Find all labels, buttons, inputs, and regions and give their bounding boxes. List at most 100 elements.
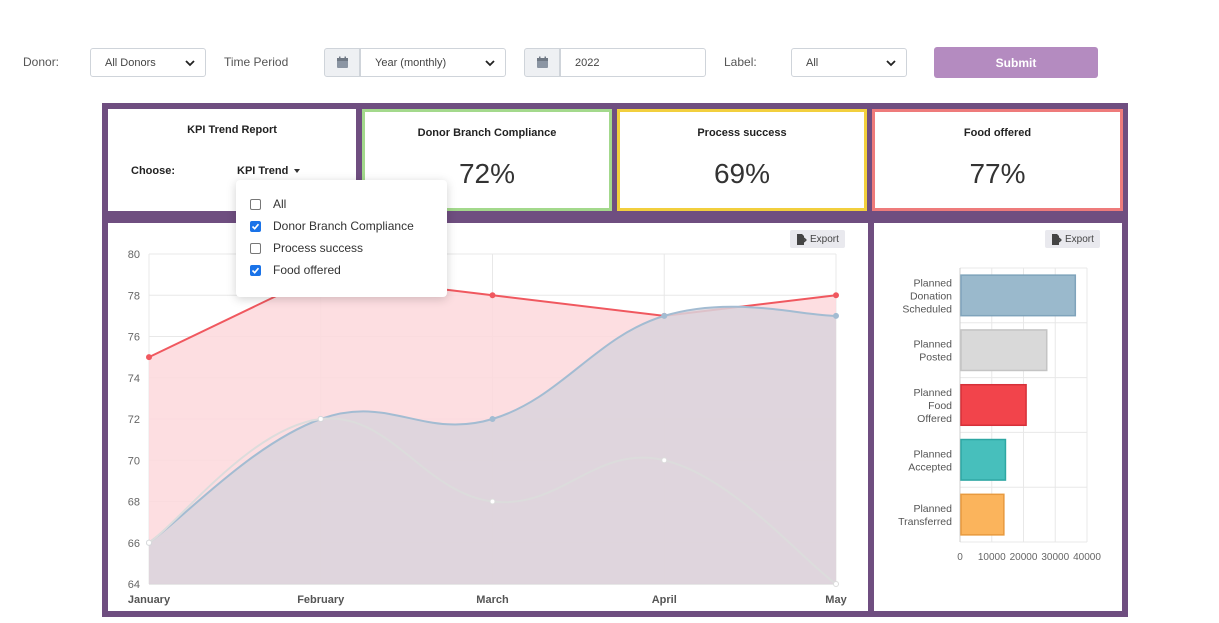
y-tick-label: 80	[128, 249, 140, 261]
export-icon	[797, 233, 807, 245]
kpi-trend-dropdown-toggle[interactable]: KPI Trend	[237, 165, 301, 177]
data-point	[661, 312, 668, 319]
kpi-trend-label: KPI Trend	[237, 165, 289, 177]
data-point	[489, 498, 496, 505]
category-label: Food	[928, 400, 952, 412]
dropdown-option-food-offered[interactable]: Food offered	[250, 262, 341, 278]
label-select[interactable]: All	[791, 48, 907, 77]
checkbox[interactable]	[250, 264, 261, 276]
data-point	[833, 581, 839, 587]
choose-label: Choose:	[131, 165, 175, 177]
donor-select-value: All Donors	[105, 56, 156, 69]
category-label: Planned	[913, 339, 952, 351]
checkbox[interactable]	[250, 220, 261, 232]
time-period-label: Time Period	[224, 55, 289, 69]
data-point	[146, 539, 152, 546]
category-label: Planned	[913, 448, 952, 460]
data-point	[833, 292, 839, 299]
x-tick-label: January	[128, 594, 171, 606]
kpi-trend-dropdown-menu: All Donor Branch Compliance Process succ…	[236, 180, 447, 297]
y-tick-label: 72	[128, 414, 140, 426]
chevron-down-icon	[185, 59, 195, 66]
export-label: Export	[1065, 233, 1094, 245]
data-point	[661, 457, 668, 464]
category-label: Accepted	[908, 461, 952, 473]
checkbox[interactable]	[250, 242, 261, 254]
category-label: Planned	[913, 503, 952, 515]
category-label: Transferred	[898, 516, 952, 528]
y-tick-label: 64	[128, 579, 140, 591]
y-tick-label: 66	[128, 538, 140, 550]
kpi-report-title: KPI Trend Report	[187, 124, 277, 136]
y-tick-label: 68	[128, 497, 140, 509]
dropdown-option-label: Food offered	[273, 263, 341, 277]
category-label: Scheduled	[902, 303, 952, 315]
data-point	[317, 416, 324, 422]
kpi-card-process-success: Process success 69%	[617, 109, 867, 211]
export-label: Export	[810, 233, 839, 245]
export-icon	[1052, 233, 1062, 245]
bar	[960, 329, 1048, 372]
calendar-icon[interactable]	[524, 48, 560, 77]
kpi-trend-chart-panel: Export 64 66 68 70 72 74 76 78 80 January February…	[108, 223, 868, 611]
x-tick-label: April	[652, 594, 677, 606]
donor-label: Donor:	[23, 55, 60, 69]
series-area	[149, 306, 836, 584]
dropdown-option-label: Donor Branch Compliance	[273, 219, 414, 233]
submit-button[interactable]: Submit	[934, 47, 1098, 78]
time-period-select[interactable]: Year (monthly)	[360, 48, 506, 77]
year-input[interactable]: 2022	[560, 48, 706, 77]
label-select-value: All	[806, 56, 819, 69]
kpi-card-food-offered: Food offered 77%	[872, 109, 1123, 211]
check-icon	[251, 267, 260, 274]
kpi-card-value: 69%	[713, 158, 771, 189]
x-tick-label: 40000	[1073, 552, 1101, 563]
check-icon	[251, 223, 260, 230]
x-tick-label: 20000	[1010, 552, 1038, 563]
dropdown-option-donor-branch-compliance[interactable]: Donor Branch Compliance	[250, 218, 414, 234]
data-point	[489, 416, 496, 422]
category-label: Donation	[910, 290, 952, 302]
kpi-card-value: 72%	[458, 158, 516, 189]
category-label: Posted	[919, 352, 952, 364]
kpi-card-title: Food offered	[963, 127, 1032, 139]
year-value: 2022	[575, 56, 600, 69]
category-label: Offered	[917, 413, 952, 425]
dropdown-option-all[interactable]: All	[250, 196, 286, 212]
filter-bar: Donor: All Donors Time Period Year (mont…	[0, 0, 1219, 100]
planned-activity-chart-panel: Export 0 10000 20000 30000 40000 Planned Donat…	[874, 223, 1122, 611]
kpi-card-value: 77%	[969, 158, 1026, 189]
data-point	[146, 354, 152, 361]
y-tick-label: 74	[128, 373, 140, 385]
x-tick-label: 10000	[978, 552, 1006, 563]
kpi-card-title: Donor Branch Compliance	[417, 127, 557, 139]
dropdown-option-label: All	[273, 197, 287, 211]
donor-select[interactable]: All Donors	[90, 48, 206, 77]
dropdown-option-label: Process success	[273, 241, 364, 255]
label-filter-label: Label:	[724, 55, 757, 69]
bar	[960, 493, 1005, 536]
bar	[960, 438, 1007, 481]
kpi-trend-area-chart: 64 66 68 70 72 74 76 78 80 January February March Ap…	[128, 249, 848, 606]
data-point	[833, 312, 839, 319]
y-tick-label: 76	[128, 332, 140, 344]
dropdown-option-process-success[interactable]: Process success	[250, 240, 363, 256]
chevron-down-icon	[886, 59, 896, 66]
kpi-card-title: Process success	[697, 127, 787, 139]
export-button[interactable]: Export	[790, 230, 845, 248]
y-tick-label: 70	[128, 455, 140, 467]
bar	[960, 383, 1027, 427]
checkbox[interactable]	[250, 198, 261, 210]
chevron-down-icon	[485, 59, 495, 66]
export-button[interactable]: Export	[1045, 230, 1100, 248]
planned-activity-bar-chart: 0 10000 20000 30000 40000 Planned DonationSche…	[898, 267, 1101, 563]
x-tick-label: 0	[957, 552, 963, 563]
x-tick-label: May	[825, 594, 847, 606]
calendar-icon[interactable]	[324, 48, 360, 77]
data-point	[489, 292, 496, 299]
x-tick-label: February	[297, 594, 345, 606]
category-label: Planned	[913, 387, 952, 399]
caret-down-icon	[294, 169, 301, 173]
time-period-value: Year (monthly)	[375, 56, 447, 69]
x-tick-label: 30000	[1041, 552, 1069, 563]
